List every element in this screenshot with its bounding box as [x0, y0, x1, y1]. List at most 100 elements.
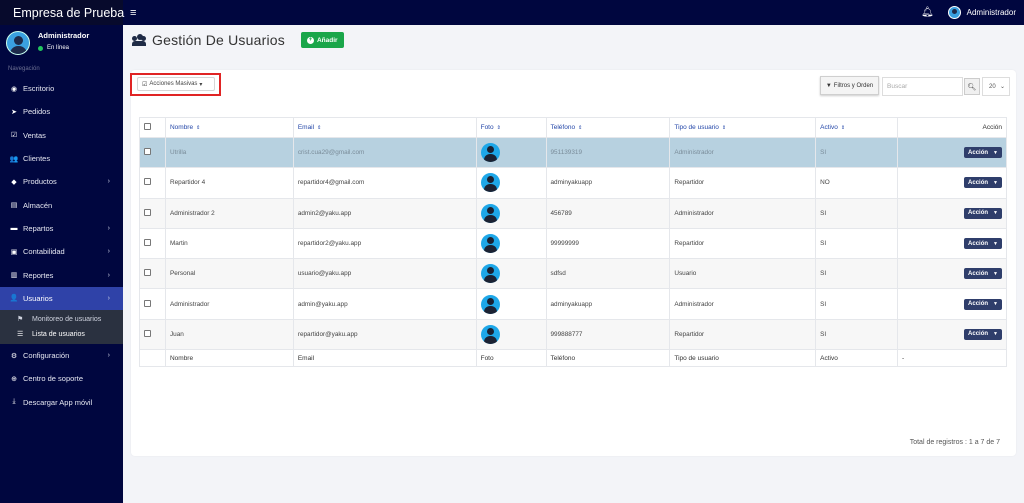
search-input[interactable]: [882, 77, 963, 96]
sidebar-item-clientes[interactable]: 👥 Clientes: [0, 147, 123, 170]
page-size-select[interactable]: 20 ⌄: [982, 77, 1010, 96]
table-row[interactable]: Utrilla crist.cua29@gmail.com 951139319 Adm…: [139, 136, 1007, 169]
sidebar-subitem-monitoreo-de-usuarios[interactable]: ⚑ Monitoreo de usuarios: [0, 312, 123, 327]
online-dot-icon: [38, 45, 43, 51]
nav-submenu-usuarios: ⚑ Monitoreo de usuarios ☰ Lista de usuarios: [0, 309, 123, 344]
sidebar-item-contabilidad[interactable]: ▣ Contabilidad ›: [0, 240, 123, 263]
bulk-actions-button[interactable]: ☑ Acciones Masivas ▾: [137, 77, 215, 91]
table-row[interactable]: Martin repartidor2@yaku.app 99999999 Repart…: [139, 227, 1007, 260]
sidebar: Administrador En línea Navegación ◉ Escri…: [0, 25, 123, 503]
row-checkbox[interactable]: [144, 269, 151, 277]
sidebar-item-label: Reportes: [23, 270, 54, 280]
action-button-label: Acción: [968, 179, 989, 186]
user-photo: [480, 173, 500, 193]
chart-icon: ▥: [10, 272, 18, 280]
col-header-foto[interactable]: Foto ⇕: [475, 117, 547, 138]
sidebar-subitem-lista-de-usuarios[interactable]: ☰ Lista de usuarios: [0, 327, 123, 342]
sidebar-item-label: Ventas: [23, 130, 46, 140]
row-checkbox[interactable]: [144, 329, 151, 337]
sidebar-item-ventas[interactable]: ☑ Ventas: [0, 124, 123, 147]
check-square-icon: ☑: [142, 81, 148, 88]
sidebar-item-descargar-app-m-vil[interactable]: ⤓ Descargar App móvil: [0, 391, 123, 414]
row-checkbox[interactable]: [144, 239, 151, 247]
sidebar-item-escritorio[interactable]: ◉ Escritorio: [0, 77, 123, 100]
action-button[interactable]: Acción ▼: [964, 268, 1002, 280]
col-header-activo[interactable]: Activo ⇕: [815, 117, 899, 138]
action-button[interactable]: Acción ▼: [964, 238, 1002, 250]
action-button-label: Acción: [968, 210, 989, 217]
filters-button[interactable]: ▼ Filtros y Orden: [820, 76, 879, 95]
row-checkbox[interactable]: [144, 299, 151, 307]
cell-email: crist.cua29@gmail.com: [292, 136, 477, 169]
sidebar-item-repartos[interactable]: ▬ Repartos ›: [0, 217, 123, 240]
table-row[interactable]: Personal usuario@yaku.app sdfsd Usuario SI Ac…: [139, 258, 1007, 290]
sidebar-item-pedidos[interactable]: ➤ Pedidos: [0, 100, 123, 123]
cell-phone: 999888777: [545, 318, 671, 351]
sidebar-item-configuraci-n[interactable]: ⚙ Configuración ›: [0, 344, 123, 367]
cell-phone: adminyakuapp: [545, 167, 671, 199]
table-row[interactable]: Administrador admin@yaku.app adminyakuapp A…: [139, 288, 1007, 320]
user-menu[interactable]: Administrador: [966, 8, 1016, 17]
users-icon: [132, 34, 146, 46]
col-header-nombre[interactable]: Nombre ⇕: [164, 117, 294, 138]
sidebar-item-usuarios[interactable]: 👤 Usuarios ›: [0, 286, 123, 310]
action-button[interactable]: Acción ▼: [964, 328, 1002, 340]
cell-active: SI: [815, 258, 899, 290]
footer-activo: Activo: [815, 349, 899, 368]
bell-icon[interactable]: 🔔︎: [920, 7, 934, 18]
action-button[interactable]: Acción ▼: [964, 207, 1002, 219]
chevron-right-icon: ›: [107, 294, 110, 302]
total-records: Total de registros : 1 a 7 de 7: [909, 439, 1000, 446]
box-icon: ◆: [11, 178, 17, 186]
select-all-cell: [139, 117, 166, 138]
sidebar-subitem-label: Monitoreo de usuarios: [32, 315, 102, 323]
sidebar-profile: Administrador En línea: [0, 25, 123, 63]
truck-icon: ▬: [10, 224, 18, 232]
table-row[interactable]: Administrador 2 admin2@yaku.app 456789 Admi…: [139, 197, 1007, 229]
action-button-label: Acción: [968, 270, 989, 277]
hamburger-icon[interactable]: ≡: [130, 6, 137, 19]
footer-nombre: Nombre: [164, 349, 294, 368]
sidebar-item-reportes[interactable]: ▥ Reportes ›: [0, 263, 123, 286]
sort-icon: ⇕: [496, 125, 501, 131]
cell-name: Repartidor 4: [164, 167, 294, 199]
sidebar-item-almac-n[interactable]: ▤ Almacén: [0, 193, 123, 216]
action-button[interactable]: Acción ▼: [964, 147, 1002, 159]
file-icon: ▤: [10, 202, 18, 210]
sort-icon: ⇕: [196, 125, 201, 131]
action-button[interactable]: Acción ▼: [964, 298, 1002, 310]
sidebar-item-productos[interactable]: ◆ Productos ›: [0, 170, 123, 193]
table-row[interactable]: Juan repartidor@yaku.app 999888777 Repartid…: [139, 318, 1007, 351]
page-title: Gestión De Usuarios: [152, 32, 285, 48]
sort-icon: ⇕: [317, 125, 322, 131]
select-all-checkbox[interactable]: [144, 123, 151, 130]
cell-user-type: Repartidor: [669, 167, 817, 199]
col-header-tipo[interactable]: Tipo de usuario ⇕: [669, 117, 817, 138]
row-checkbox[interactable]: [144, 178, 151, 186]
search-icon: 🔍︎: [967, 83, 977, 91]
flag-icon: ⚑: [17, 316, 24, 324]
cell-user-type: Administrador: [669, 197, 817, 229]
sidebar-item-label: Productos: [23, 177, 57, 187]
caret-down-icon: ▼: [993, 240, 998, 247]
user-photo: [480, 234, 500, 254]
brand-name[interactable]: Empresa de Prueba: [0, 0, 124, 25]
table-footer-row: Nombre Email Foto Teléfono Tipo de usuar…: [139, 349, 1007, 368]
cell-active: SI: [815, 136, 899, 169]
action-button[interactable]: Acción ▼: [964, 177, 1002, 189]
action-button-label: Acción: [968, 240, 989, 247]
chevron-down-icon: ⌄: [999, 84, 1005, 90]
sidebar-item-centro-de-soporte[interactable]: ⊕ Centro de soporte: [0, 367, 123, 390]
profile-status-label: En línea: [47, 45, 70, 51]
search-button[interactable]: 🔍︎: [964, 78, 980, 95]
add-button[interactable]: + Añadir: [300, 32, 344, 48]
col-header-telefono[interactable]: Teléfono ⇕: [545, 117, 671, 138]
col-header-email[interactable]: Email ⇕: [292, 117, 477, 138]
footer-foto: Foto: [475, 349, 547, 368]
cell-active: SI: [815, 227, 899, 260]
user-icon: 👤: [9, 295, 19, 303]
row-checkbox[interactable]: [144, 148, 151, 156]
avatar[interactable]: [947, 6, 961, 19]
table-row[interactable]: Repartidor 4 repartidor4@gmail.com adminya…: [139, 167, 1007, 199]
row-checkbox[interactable]: [144, 208, 151, 216]
